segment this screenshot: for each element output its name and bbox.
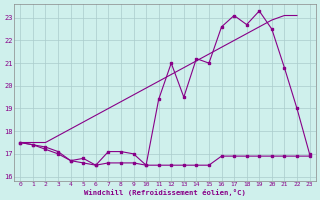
X-axis label: Windchill (Refroidissement éolien,°C): Windchill (Refroidissement éolien,°C)	[84, 189, 246, 196]
